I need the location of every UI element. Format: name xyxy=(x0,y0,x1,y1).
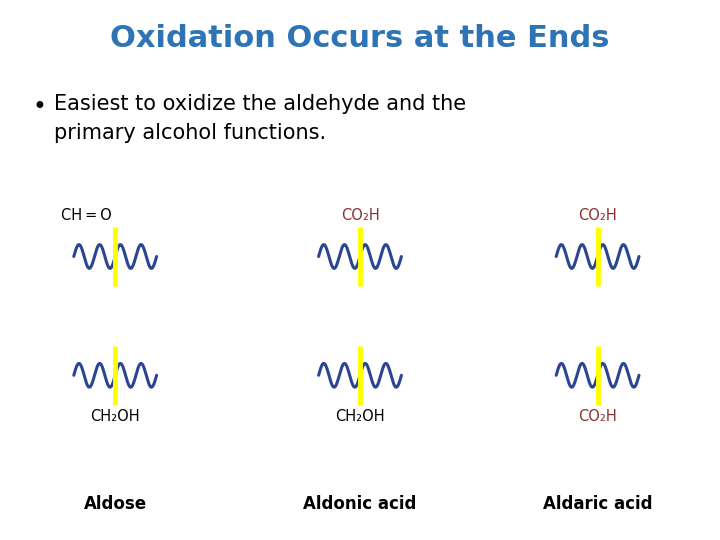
Text: Aldose: Aldose xyxy=(84,495,147,513)
Text: CO₂H: CO₂H xyxy=(341,208,379,223)
Text: CO₂H: CO₂H xyxy=(578,409,617,424)
Text: •: • xyxy=(32,94,47,118)
Text: CH₂OH: CH₂OH xyxy=(91,409,140,424)
Text: Oxidation Occurs at the Ends: Oxidation Occurs at the Ends xyxy=(110,24,610,53)
Text: Aldonic acid: Aldonic acid xyxy=(303,495,417,513)
Text: Easiest to oxidize the aldehyde and the: Easiest to oxidize the aldehyde and the xyxy=(54,94,466,114)
Text: CH₂OH: CH₂OH xyxy=(336,409,384,424)
Text: CO₂H: CO₂H xyxy=(578,208,617,223)
Text: primary alcohol functions.: primary alcohol functions. xyxy=(54,123,326,143)
Text: CH ═ O: CH ═ O xyxy=(61,208,112,223)
Text: Aldaric acid: Aldaric acid xyxy=(543,495,652,513)
